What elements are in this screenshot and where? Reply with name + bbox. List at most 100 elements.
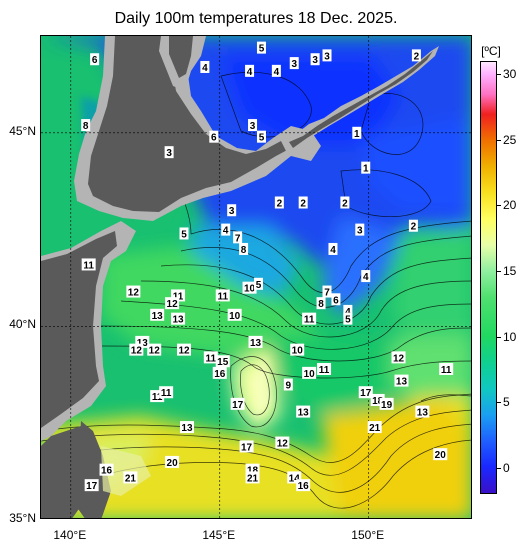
svg-text:17: 17 [232, 400, 244, 411]
temperature-value-label: 10 [302, 366, 317, 380]
svg-text:18: 18 [247, 466, 259, 477]
temperature-value-label: 9 [283, 378, 293, 391]
svg-text:3: 3 [250, 121, 256, 132]
svg-text:3: 3 [166, 148, 172, 159]
temperature-value-label: 17 [230, 397, 245, 411]
svg-text:12: 12 [393, 353, 405, 364]
svg-text:17: 17 [86, 481, 98, 492]
temperature-value-label: 21 [367, 421, 382, 434]
temperature-value-label: 2 [408, 219, 418, 233]
svg-text:2: 2 [342, 198, 348, 209]
temperature-value-label: 16 [99, 463, 114, 477]
svg-text:3: 3 [291, 59, 297, 70]
svg-text:12: 12 [167, 299, 179, 310]
svg-text:2: 2 [411, 222, 417, 233]
temperature-value-label: 6 [331, 293, 341, 306]
temperature-value-label: 13 [179, 421, 194, 434]
svg-text:3: 3 [324, 51, 330, 62]
svg-text:11: 11 [173, 291, 184, 302]
colorbar-tick-mark [497, 270, 501, 272]
svg-text:1: 1 [363, 164, 369, 175]
svg-text:13: 13 [250, 338, 262, 349]
svg-text:13: 13 [137, 338, 149, 349]
temperature-value-label: 17 [84, 479, 99, 492]
svg-text:5: 5 [259, 44, 265, 55]
temperature-value-label: 13 [415, 405, 430, 419]
svg-text:20: 20 [435, 450, 447, 461]
svg-text:4: 4 [345, 307, 351, 318]
temperature-value-label: 20 [165, 455, 180, 469]
colorbar-tick-mark [497, 467, 501, 469]
svg-text:6: 6 [211, 133, 217, 144]
latitude-tick-label: 45°N [9, 123, 36, 138]
temperature-value-label: 4 [361, 270, 371, 283]
temperature-value-label: 16 [212, 366, 227, 380]
temperature-value-label: 3 [227, 204, 237, 217]
svg-text:3: 3 [312, 55, 318, 66]
svg-text:9: 9 [286, 380, 292, 391]
temperature-value-label: 21 [245, 471, 260, 484]
temperature-value-label: 11 [215, 289, 230, 302]
svg-text:15: 15 [217, 357, 229, 368]
temperature-value-label: 4 [221, 223, 231, 237]
svg-text:5: 5 [181, 229, 187, 240]
temperature-value-label: 4 [328, 242, 338, 256]
svg-text:10: 10 [244, 284, 256, 295]
map-title: Daily 100m temperatures 18 Dec. 2025. [114, 10, 398, 27]
svg-text:19: 19 [381, 400, 393, 411]
svg-text:17: 17 [360, 388, 372, 399]
temperature-value-label: 21 [123, 471, 138, 484]
svg-text:13: 13 [152, 311, 164, 322]
temperature-value-label: 2 [274, 196, 284, 209]
colorbar-tick-label: 5 [503, 395, 510, 410]
temperature-value-label: 3 [355, 223, 365, 237]
temperature-value-label: 11 [317, 362, 332, 376]
svg-text:16: 16 [214, 369, 226, 380]
temperature-value-label: 13 [296, 405, 311, 419]
svg-text:16: 16 [101, 466, 113, 477]
temperature-value-label: 4 [343, 304, 353, 318]
temperature-value-label: 2 [340, 196, 350, 209]
temperature-value-label: 1 [361, 161, 371, 175]
colorbar-tick-mark [497, 205, 501, 207]
latitude-tick-label: 40°N [9, 317, 36, 332]
colorbar-tick-label: 15 [503, 263, 517, 278]
svg-text:16: 16 [298, 481, 310, 492]
svg-text:5: 5 [256, 280, 262, 291]
temperature-value-label: 4 [271, 64, 281, 78]
svg-text:8: 8 [83, 121, 89, 132]
colorbar-tick-mark [497, 336, 501, 338]
svg-text:7: 7 [235, 233, 241, 244]
svg-text:6: 6 [333, 295, 339, 306]
temperature-value-label: 7 [233, 231, 243, 244]
temperature-value-label: 12 [147, 343, 162, 357]
temperature-value-label: 13 [248, 335, 263, 349]
svg-text:8: 8 [318, 299, 324, 310]
temperature-value-label: 12 [129, 343, 144, 357]
temperature-value-label: 13 [171, 312, 186, 326]
svg-text:14: 14 [289, 473, 301, 484]
svg-text:18: 18 [372, 396, 384, 407]
longitude-tick-label: 150°E [351, 528, 385, 542]
temperature-value-label: 13 [394, 374, 409, 388]
temperature-value-label: 5 [253, 277, 263, 291]
svg-text:8: 8 [241, 245, 247, 256]
temperature-value-label: 10 [242, 281, 257, 295]
svg-text:12: 12 [128, 288, 140, 299]
temperature-value-label: 11 [159, 386, 174, 399]
svg-text:13: 13 [396, 377, 408, 388]
svg-text:10: 10 [229, 311, 241, 322]
temperature-value-label: 8 [239, 242, 249, 256]
svg-text:6: 6 [92, 55, 98, 66]
svg-text:3: 3 [229, 206, 235, 217]
temperature-value-label: 19 [379, 397, 394, 411]
svg-text:11: 11 [319, 365, 330, 376]
svg-text:5: 5 [345, 315, 351, 326]
colorbar-tick-mark [497, 402, 501, 404]
svg-text:11: 11 [152, 392, 163, 403]
temperature-value-label: 11 [439, 362, 454, 376]
svg-text:3: 3 [357, 226, 363, 237]
svg-text:5: 5 [259, 133, 265, 144]
svg-text:10: 10 [304, 369, 316, 380]
temperature-value-label: 3 [164, 146, 174, 159]
